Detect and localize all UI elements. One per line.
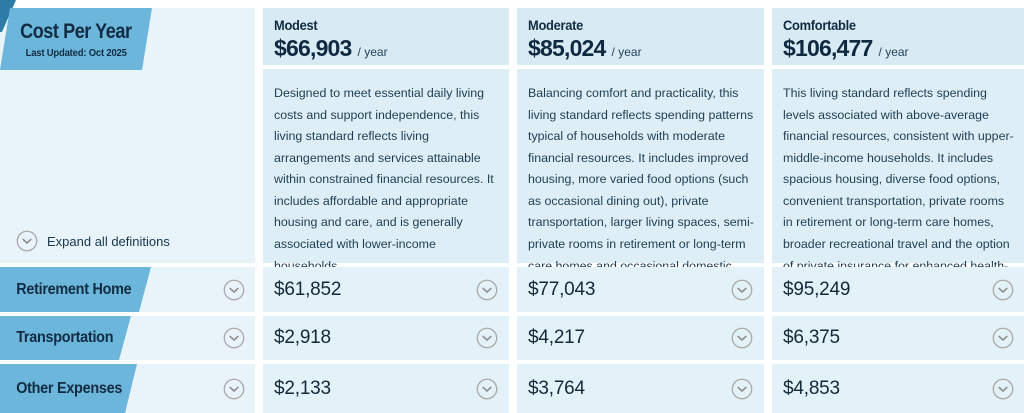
value-cell-retirement-comfortable: $95,249 xyxy=(772,267,1024,312)
chevron-down-icon[interactable] xyxy=(476,327,498,349)
tier-description-comfortable: This living standard reflects spending l… xyxy=(772,69,1024,294)
value-text: $4,217 xyxy=(528,327,585,348)
tier-name: Moderate xyxy=(528,17,584,33)
tier-price-line: $106,477 / year xyxy=(783,35,1015,62)
value-text: $95,249 xyxy=(783,278,851,300)
tier-header-moderate: Moderate $85,024 / year xyxy=(517,8,764,65)
chevron-down-icon[interactable] xyxy=(992,279,1014,301)
value-cell-transportation-comfortable: $6,375 xyxy=(772,316,1024,360)
value-text: $4,853 xyxy=(783,377,840,399)
expand-all-definitions-label: Expand all definitions xyxy=(47,233,170,249)
value-cell-retirement-modest: $61,852 xyxy=(263,267,509,312)
tier-name: Modest xyxy=(274,17,318,33)
tier-price: $85,024 xyxy=(528,35,606,61)
chevron-down-icon[interactable] xyxy=(731,327,753,349)
row-label-ribbon: Transportation xyxy=(0,316,131,360)
per-year-label: / year xyxy=(611,45,642,59)
chevron-down-icon[interactable] xyxy=(731,279,753,301)
header-left-cell: Cost Per Year Last Updated: Oct 2025 Exp… xyxy=(0,0,255,263)
row-header-retirement-home: Retirement Home xyxy=(0,267,255,312)
chevron-down-icon[interactable] xyxy=(223,378,245,400)
chevron-down-icon[interactable] xyxy=(16,230,38,252)
page-title: Cost Per Year xyxy=(20,19,132,43)
chevron-down-icon[interactable] xyxy=(992,378,1014,400)
value-text: $2,918 xyxy=(274,327,331,348)
chevron-down-icon[interactable] xyxy=(731,378,753,400)
value-text: $77,043 xyxy=(528,278,596,300)
tier-name: Comfortable xyxy=(783,17,856,33)
row-label: Transportation xyxy=(16,329,114,346)
value-text: $6,375 xyxy=(783,327,840,348)
tier-header-comfortable: Comfortable $106,477 / year xyxy=(772,8,1024,65)
row-label-ribbon: Retirement Home xyxy=(0,267,151,312)
value-cell-retirement-moderate: $77,043 xyxy=(517,267,764,312)
chevron-down-icon[interactable] xyxy=(992,327,1014,349)
value-text: $3,764 xyxy=(528,377,585,399)
value-cell-other-modest: $2,133 xyxy=(263,364,509,413)
tier-price-line: $85,024 / year xyxy=(528,35,754,62)
value-cell-transportation-modest: $2,918 xyxy=(263,316,509,360)
value-text: $2,133 xyxy=(274,377,331,399)
row-header-transportation: Transportation xyxy=(0,316,255,360)
chevron-down-icon[interactable] xyxy=(223,327,245,349)
row-label: Retirement Home xyxy=(16,280,132,298)
value-cell-other-moderate: $3,764 xyxy=(517,364,764,413)
tier-price-line: $66,903 / year xyxy=(274,35,499,62)
chevron-down-icon[interactable] xyxy=(476,279,498,301)
row-label-ribbon: Other Expenses xyxy=(0,364,137,413)
tier-description-modest: Designed to meet essential daily living … xyxy=(263,69,509,273)
value-text: $61,852 xyxy=(274,278,342,300)
tier-price: $66,903 xyxy=(274,35,352,61)
last-updated-label: Last Updated: Oct 2025 xyxy=(25,46,127,59)
expand-all-definitions-button[interactable]: Expand all definitions xyxy=(16,230,170,252)
chevron-down-icon[interactable] xyxy=(476,378,498,400)
value-cell-other-comfortable: $4,853 xyxy=(772,364,1024,413)
row-label: Other Expenses xyxy=(16,379,123,397)
tier-description-moderate: Balancing comfort and practicality, this… xyxy=(517,69,764,294)
value-cell-transportation-moderate: $4,217 xyxy=(517,316,764,360)
cost-per-year-ribbon: Cost Per Year Last Updated: Oct 2025 xyxy=(0,8,152,70)
tier-price: $106,477 xyxy=(783,35,873,61)
tier-header-modest: Modest $66,903 / year xyxy=(263,8,509,65)
chevron-down-icon[interactable] xyxy=(223,279,245,301)
row-header-other-expenses: Other Expenses xyxy=(0,364,255,413)
per-year-label: / year xyxy=(357,45,388,59)
per-year-label: / year xyxy=(878,45,909,59)
